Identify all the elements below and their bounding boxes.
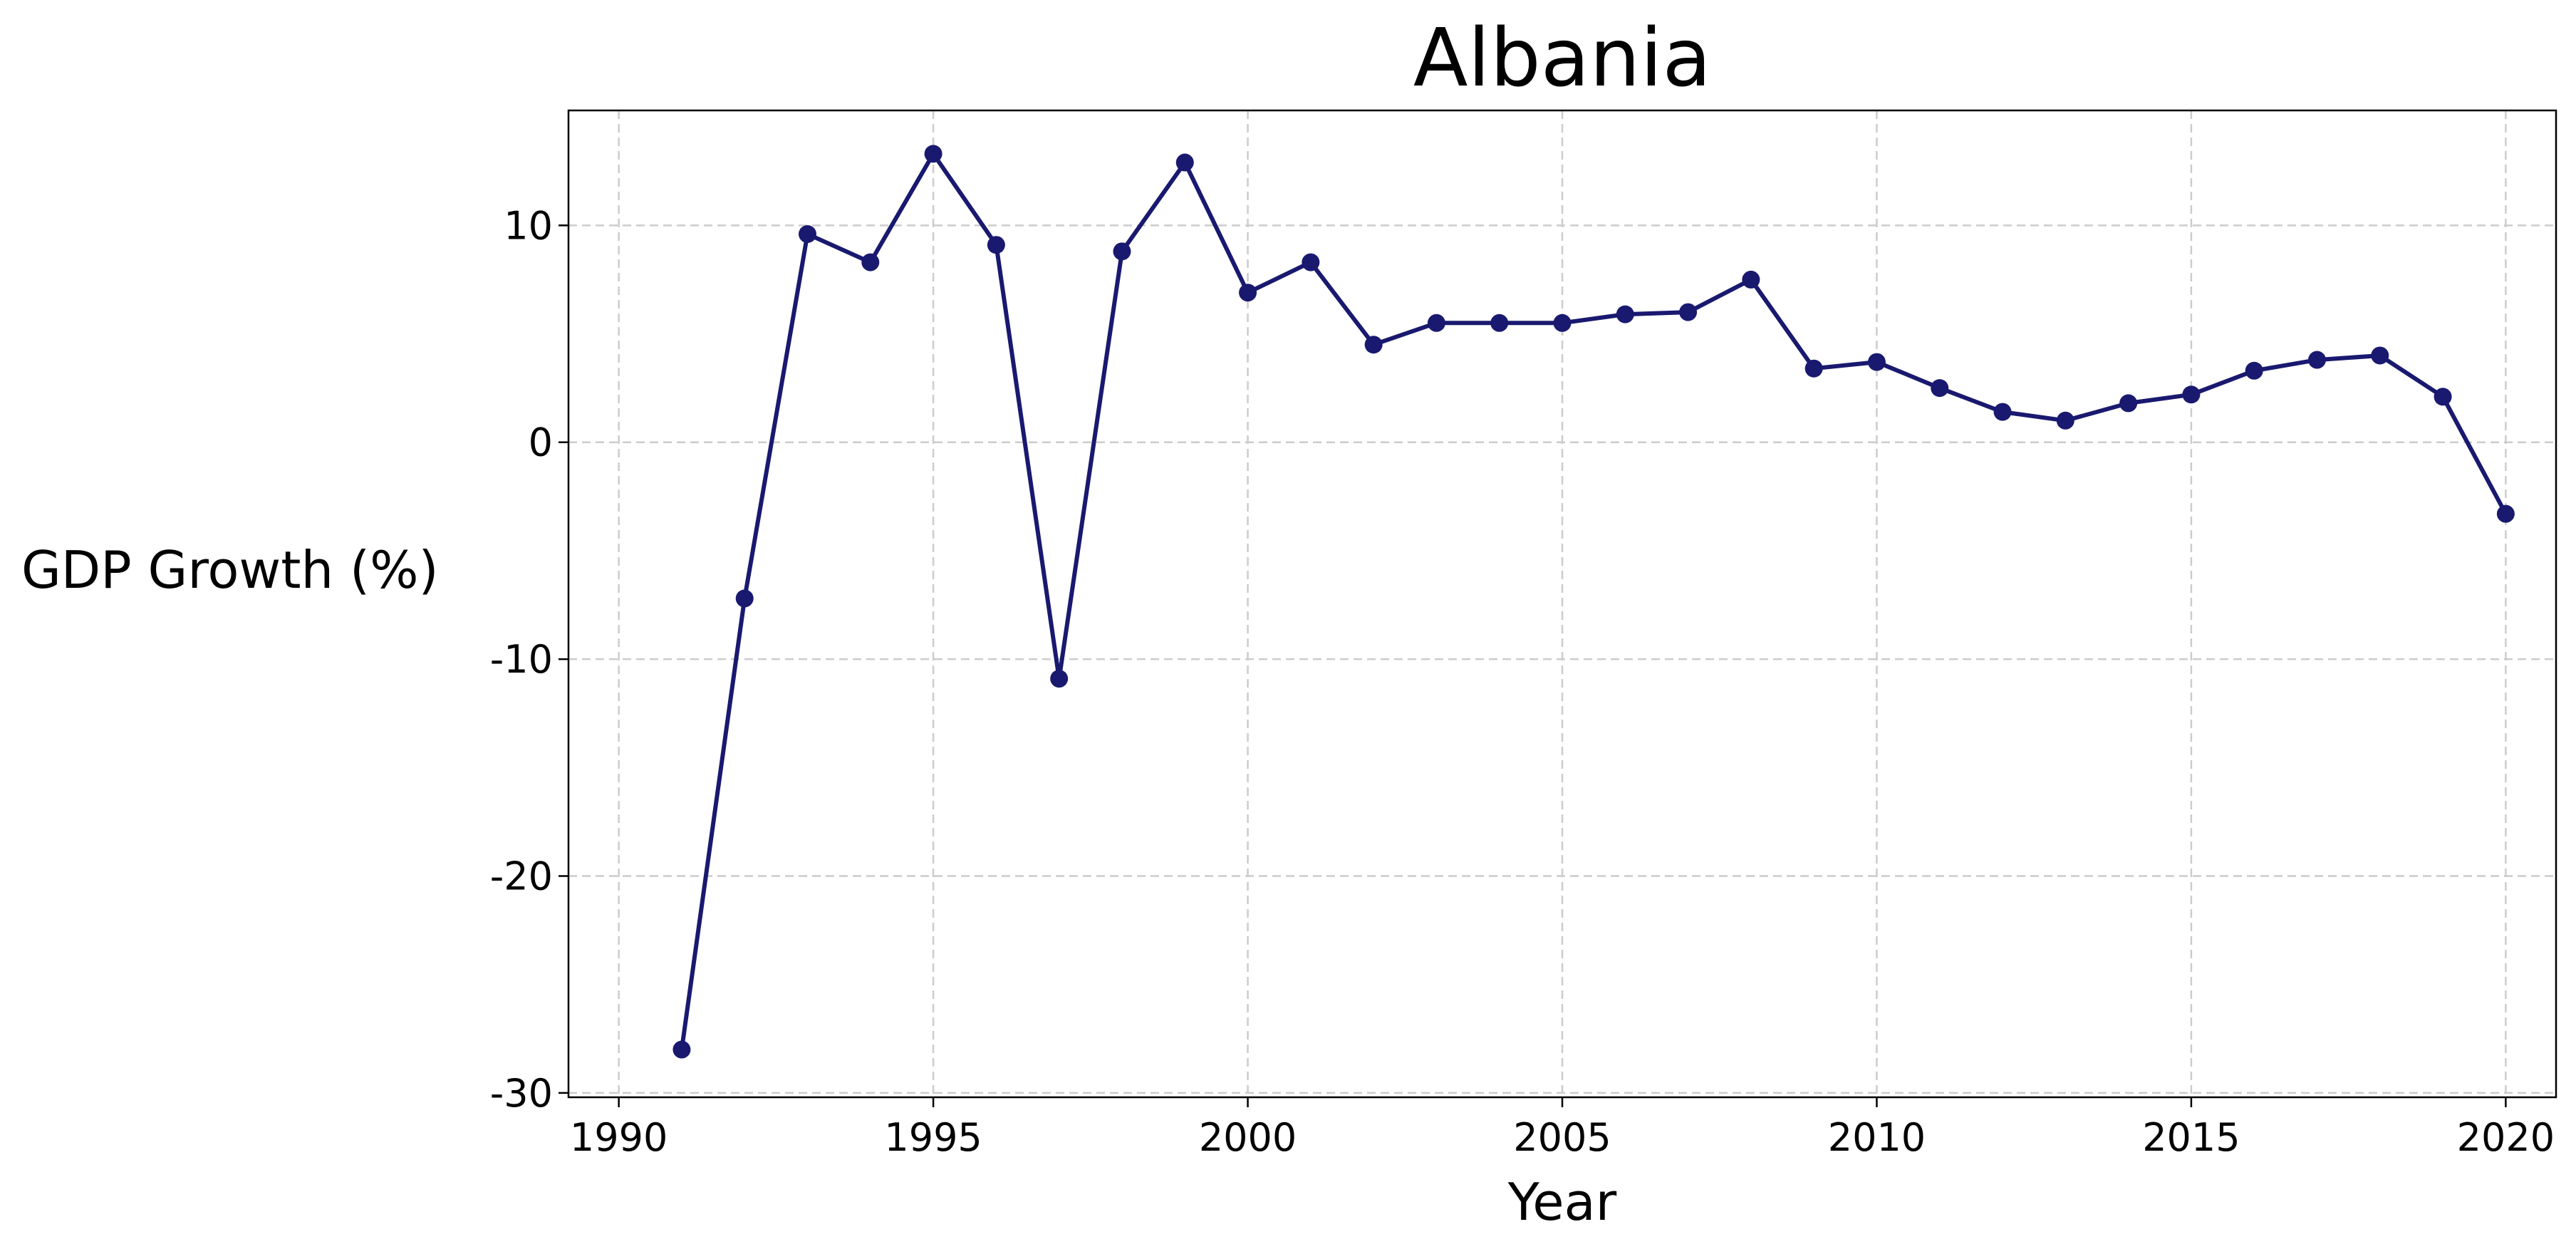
data-point — [1931, 379, 1949, 398]
series-group — [672, 145, 2515, 1059]
y-tick-label: -20 — [490, 854, 553, 899]
grid — [568, 110, 2556, 1097]
data-point — [861, 253, 880, 271]
series-line — [679, 151, 2508, 1050]
data-point — [1616, 305, 1634, 323]
x-tick-label: 2010 — [1828, 1115, 1926, 1160]
data-point — [924, 145, 942, 163]
y-tick-label: 0 — [529, 420, 553, 465]
y-tick-label: -10 — [490, 637, 553, 682]
data-point — [1239, 284, 1257, 302]
axis-ticks: 1990 1995 2000 2005 2010 2015 2020 -30 -20 -10 0 10 — [490, 203, 2555, 1160]
data-point — [1364, 336, 1383, 354]
y-axis-label: GDP Growth (%) — [21, 540, 439, 600]
data-point — [2434, 388, 2452, 406]
data-point — [1867, 353, 1886, 371]
data-point — [1427, 314, 1445, 332]
x-tick-label: 2000 — [1199, 1115, 1297, 1160]
x-tick-label: 1995 — [884, 1115, 982, 1160]
x-tick-label: 2015 — [2142, 1115, 2240, 1160]
data-point — [735, 589, 754, 608]
data-point — [987, 236, 1005, 254]
data-point — [2119, 394, 2138, 413]
data-point — [799, 225, 817, 244]
data-point — [1050, 670, 1069, 688]
data-point — [1679, 303, 1698, 321]
data-point — [2371, 346, 2389, 365]
data-point — [2245, 361, 2263, 380]
chart-title: Albania — [1413, 12, 1711, 105]
y-tick-label: -30 — [490, 1071, 553, 1116]
x-axis-label: Year — [1507, 1172, 1617, 1232]
data-point — [1113, 242, 1131, 261]
data-point — [1553, 314, 1572, 332]
data-point — [1993, 403, 2012, 421]
x-tick-label: 1990 — [570, 1115, 668, 1160]
data-point — [1175, 153, 1194, 172]
data-point — [1490, 314, 1509, 332]
data-point — [1742, 270, 1760, 289]
data-point — [672, 1040, 691, 1059]
data-point — [2056, 411, 2074, 430]
data-point — [2182, 385, 2201, 404]
x-tick-label: 2020 — [2457, 1115, 2555, 1160]
y-tick-label: 10 — [504, 203, 553, 248]
data-point — [2307, 351, 2326, 369]
x-tick-label: 2005 — [1513, 1115, 1611, 1160]
data-point — [1302, 253, 1320, 271]
data-point — [2496, 504, 2515, 523]
data-point — [1804, 359, 1823, 378]
